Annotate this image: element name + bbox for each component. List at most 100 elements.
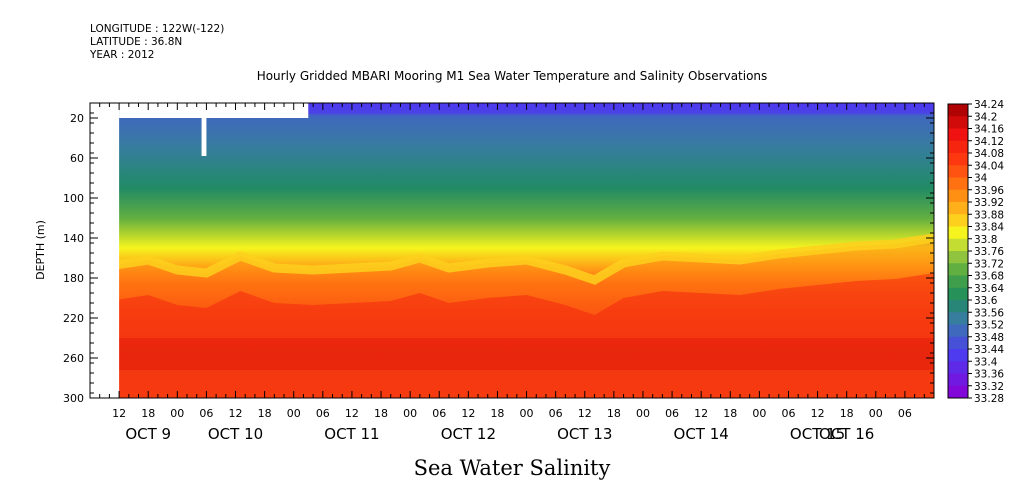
colorbar-label: 33.56 xyxy=(974,307,1004,319)
x-hour-tick-label: 00 xyxy=(403,407,417,420)
missing-data-region xyxy=(90,103,120,398)
longitude-label: LONGITUDE : 122W(-122) xyxy=(90,23,225,35)
plot-frame xyxy=(89,102,935,399)
missing-data-region xyxy=(201,118,207,156)
x-hour-tick-label: 06 xyxy=(199,407,213,420)
y-tick-label: 300 xyxy=(63,392,84,405)
x-hour-tick-label: 12 xyxy=(578,407,592,420)
colorbar-swatch xyxy=(948,324,968,338)
y-tick-label: 180 xyxy=(63,272,84,285)
x-hour-tick-label: 00 xyxy=(636,407,650,420)
colorbar-label: 34.24 xyxy=(974,99,1004,111)
colorbar-swatch xyxy=(948,385,968,399)
x-hour-tick-label: 00 xyxy=(869,407,883,420)
colorbar-swatch xyxy=(948,300,968,313)
colorbar-swatch xyxy=(948,373,968,387)
colorbar-swatch xyxy=(948,349,968,362)
year-label: YEAR : 2012 xyxy=(90,49,155,61)
chart-title: Hourly Gridded MBARI Mooring M1 Sea Wate… xyxy=(257,69,768,83)
x-hour-tick-label: 00 xyxy=(287,407,301,420)
colorbar-label: 34.04 xyxy=(974,160,1004,172)
y-axis: 20 60 100 140 180 220 260 300 xyxy=(63,102,934,405)
colorbar-swatch xyxy=(948,263,968,276)
x-hour-tick-label: 06 xyxy=(665,407,679,420)
colorbar-swatch xyxy=(948,189,968,203)
colorbar-swatch xyxy=(948,275,968,289)
colorbar-label: 33.48 xyxy=(974,332,1004,344)
colorbar-swatch xyxy=(948,312,968,325)
y-axis-label: DEPTH (m) xyxy=(34,220,47,280)
surface-fresh-layer xyxy=(90,103,934,114)
x-hour-tick-label: 18 xyxy=(840,407,854,420)
x-hour-tick-label: 18 xyxy=(723,407,737,420)
x-hour-tick-label: 18 xyxy=(607,407,621,420)
x-hour-tick-label: 12 xyxy=(345,407,359,420)
colorbar-label: 33.4 xyxy=(974,356,998,368)
x-date-label: OCT 14 xyxy=(674,425,729,443)
colorbar-label: 33.52 xyxy=(974,320,1004,332)
x-hour-tick-label: 06 xyxy=(781,407,795,420)
colorbar-label: 33.96 xyxy=(974,185,1004,197)
colorbar-label: 34.16 xyxy=(974,124,1004,136)
x-hour-tick-label: 00 xyxy=(520,407,534,420)
y-tick-label: 100 xyxy=(63,192,84,205)
colorbar-label: 33.84 xyxy=(974,222,1004,234)
colorbar-swatch xyxy=(948,104,968,117)
colorbar-swatch xyxy=(948,361,968,374)
x-date-label: OCT 16 xyxy=(819,425,874,443)
colorbar-label: 33.92 xyxy=(974,197,1004,209)
colorbar-label: 33.32 xyxy=(974,381,1004,393)
y-tick-label: 220 xyxy=(63,312,84,325)
colorbar: 34.2434.234.1634.1234.0834.043433.9633.9… xyxy=(947,99,1004,405)
colorbar-swatch xyxy=(948,165,968,178)
colorbar-swatch xyxy=(948,116,968,129)
colorbar-label: 33.6 xyxy=(974,295,998,307)
colorbar-label: 33.36 xyxy=(974,369,1004,381)
halocline-line xyxy=(108,233,934,285)
colorbar-swatch xyxy=(948,140,968,154)
x-date-label: OCT 12 xyxy=(441,425,496,443)
colorbar-label: 33.68 xyxy=(974,271,1004,283)
x-hour-tick-label: 18 xyxy=(374,407,388,420)
x-hour-tick-label: 00 xyxy=(170,407,184,420)
colorbar-swatch xyxy=(948,336,968,350)
max-salinity-core xyxy=(90,338,934,370)
colorbar-swatch xyxy=(948,128,968,142)
colorbar-label: 33.76 xyxy=(974,246,1004,258)
colorbar-swatch xyxy=(948,226,968,240)
x-hour-tick-label: 06 xyxy=(316,407,330,420)
colorbar-label: 33.88 xyxy=(974,209,1004,221)
colorbar-swatch xyxy=(948,251,968,264)
x-hour-tick-label: 12 xyxy=(461,407,475,420)
colorbar-label: 33.44 xyxy=(974,344,1004,356)
x-hour-tick-label: 12 xyxy=(229,407,243,420)
salinity-field xyxy=(90,103,934,398)
deep-salty-layer xyxy=(90,273,934,398)
x-hour-tick-label: 06 xyxy=(898,407,912,420)
x-hour-tick-label: 06 xyxy=(549,407,563,420)
x-date-label: OCT 9 xyxy=(125,425,171,443)
x-hour-tick-label: 18 xyxy=(490,407,504,420)
y-tick-label: 140 xyxy=(63,232,84,245)
y-tick-label: 260 xyxy=(63,352,84,365)
x-axis-label: Sea Water Salinity xyxy=(414,456,611,480)
colorbar-swatch xyxy=(948,287,968,301)
y-tick-label: 20 xyxy=(70,112,84,125)
latitude-label: LATITUDE : 36.8N xyxy=(90,36,183,48)
x-date-label: OCT 15 xyxy=(790,425,845,443)
colorbar-swatch xyxy=(948,153,968,166)
missing-data-mask xyxy=(90,103,309,398)
x-hour-tick-label: 06 xyxy=(432,407,446,420)
x-hour-tick-label: 18 xyxy=(258,407,272,420)
colorbar-swatch xyxy=(948,202,968,215)
x-hour-tick-label: 12 xyxy=(811,407,825,420)
x-hour-tick-label: 18 xyxy=(141,407,155,420)
halocline-lower-band xyxy=(90,238,934,398)
colorbar-label: 33.28 xyxy=(974,393,1004,405)
colorbar-label: 33.64 xyxy=(974,283,1004,295)
colorbar-label: 34 xyxy=(974,173,988,185)
colorbar-label: 34.2 xyxy=(974,111,997,123)
x-hour-tick-label: 00 xyxy=(752,407,766,420)
colorbar-swatch xyxy=(948,177,968,191)
